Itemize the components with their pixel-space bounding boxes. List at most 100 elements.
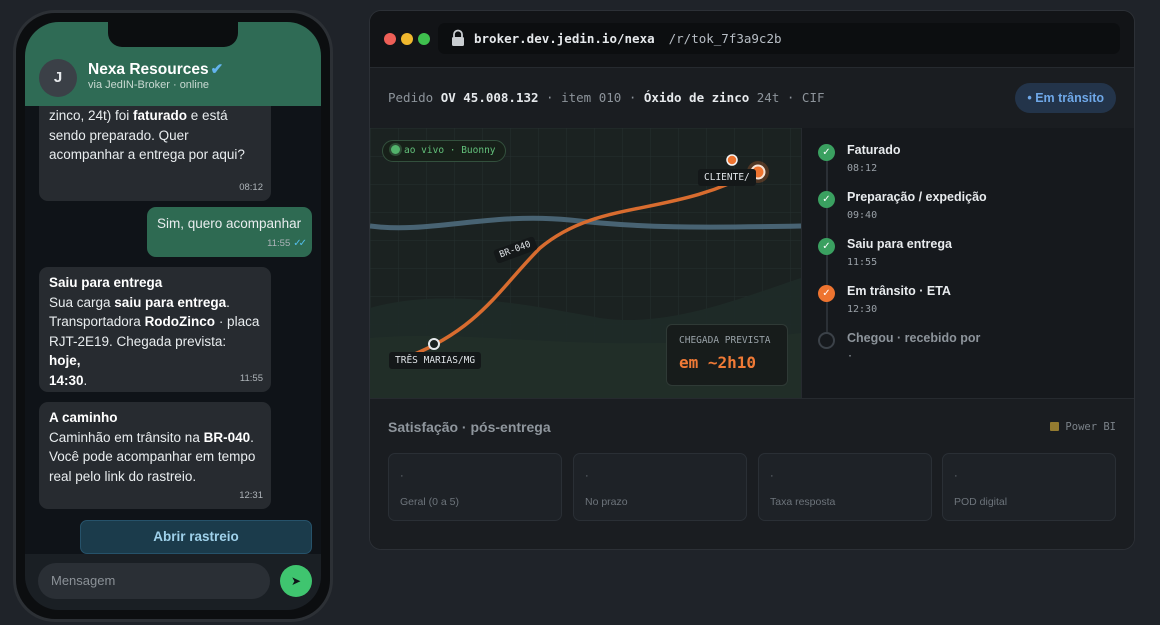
kpi-value: · xyxy=(770,470,774,482)
message-composer: Mensagem ➤ xyxy=(25,554,321,610)
kpi-value: · xyxy=(585,470,589,482)
timeline-step-delivered: Chegou · recebido por · xyxy=(818,331,1118,372)
message-text: real pelo link do rastreio. xyxy=(49,468,197,484)
message-text: Você pode acompanhar em tempo xyxy=(49,449,256,464)
timeline-time: 11:55 xyxy=(847,257,878,268)
close-window-icon[interactable] xyxy=(384,33,396,45)
timeline-time: 09:40 xyxy=(847,210,878,221)
message-bold: BR-040 xyxy=(203,429,251,445)
origin-label: TRÊS MARIAS/MG xyxy=(389,352,482,369)
order-details: 24t · CIF xyxy=(749,90,825,105)
message-time: 12:31 xyxy=(239,489,263,501)
verified-icon: ✔ xyxy=(210,61,224,78)
timeline-step-out-for-delivery: ✓ Saiu para entrega 11:55 xyxy=(818,237,1118,278)
kpi-card-response-rate[interactable]: · Taxa resposta xyxy=(758,453,932,521)
message-bold: saiu para entrega xyxy=(114,294,227,310)
message-title: Saiu para entrega xyxy=(49,275,163,290)
kpi-card-overall[interactable]: · Geral (0 a 5) xyxy=(388,453,562,521)
live-dot-icon xyxy=(391,145,400,154)
timeline-title: Saiu para entrega xyxy=(847,237,952,251)
section-title: Satisfação · pós-entrega xyxy=(388,419,551,435)
phone-frame: J Nexa Resources ✔ via JedIN-Broker · onl… xyxy=(13,10,333,622)
timeline-step-preparation: ✓ Preparação / expedição 09:40 xyxy=(818,190,1118,231)
powerbi-badge[interactable]: Power BI xyxy=(1050,421,1116,433)
kpi-label: Taxa resposta xyxy=(770,496,836,508)
pending-circle-icon xyxy=(818,332,835,349)
order-product: Óxido de zinco xyxy=(643,90,750,105)
read-ticks-icon: ✓✓ xyxy=(293,237,307,249)
status-timeline: ✓ Faturado 08:12 ✓ Preparação / expediçã… xyxy=(801,128,1134,398)
check-icon: ✓ xyxy=(818,191,835,208)
contact-name[interactable]: Nexa Resources ✔ xyxy=(88,60,223,79)
origin-marker[interactable] xyxy=(428,338,440,350)
chat-screen: J Nexa Resources ✔ via JedIN-Broker · onl… xyxy=(25,22,321,610)
minimize-window-icon[interactable] xyxy=(401,33,413,45)
message-time: 08:12 xyxy=(239,181,263,193)
check-icon: ✓ xyxy=(818,285,835,302)
url-text: broker.dev.jedin.io/nexa/r/tok_7f3a9c2b xyxy=(474,23,782,54)
kpi-value: · xyxy=(954,470,958,482)
timeline-step-invoiced: ✓ Faturado 08:12 xyxy=(818,143,1118,184)
order-number: OV 45.008.132 xyxy=(440,90,539,105)
browser-window: broker.dev.jedin.io/nexa/r/tok_7f3a9c2b … xyxy=(369,10,1135,550)
message-text: · placa xyxy=(215,314,260,329)
live-label: ao vivo · Buonny xyxy=(404,145,496,156)
eta-value: em ~2h10 xyxy=(679,353,757,372)
message-title: A caminho xyxy=(49,410,118,425)
check-icon: ✓ xyxy=(818,238,835,255)
timeline-time: · xyxy=(847,351,854,362)
message-text: . xyxy=(83,372,88,388)
eta-card: CHEGADA PREVISTA em ~2h10 xyxy=(666,324,788,386)
contact-subtitle: via JedIN-Broker · online xyxy=(88,79,210,91)
tracking-map[interactable]: ao vivo · Buonny TRÊS MARIAS/MG CLIENTE/… xyxy=(370,128,801,398)
eta-label: CHEGADA PREVISTA xyxy=(679,335,771,346)
timeline-title: Faturado xyxy=(847,143,901,157)
timeline-title: Preparação / expedição xyxy=(847,190,987,204)
kpi-label: Geral (0 a 5) xyxy=(400,496,459,508)
timeline-step-in-transit: ✓ Em trânsito · ETA 12:30 xyxy=(818,284,1118,325)
message-text: e está xyxy=(187,108,228,123)
timeline-title: Chegou · recebido por xyxy=(847,331,981,345)
maximize-window-icon[interactable] xyxy=(418,33,430,45)
timeline-title: Em trânsito · ETA xyxy=(847,284,951,298)
lock-icon xyxy=(452,29,464,46)
message-text: acompanhar a entrega por aqui? xyxy=(49,147,245,162)
message-text: zinco, 24t) foi xyxy=(49,108,134,123)
message-text: Sim, quero acompanhar xyxy=(157,216,302,231)
message-bubble-reply[interactable]: Sim, quero acompanhar 11:55 ✓✓ xyxy=(147,207,312,257)
message-bold: RodoZinco xyxy=(144,314,216,329)
message-text: Sua carga xyxy=(49,294,115,310)
address-bar[interactable]: broker.dev.jedin.io/nexa/r/tok_7f3a9c2b xyxy=(438,23,1120,54)
river-line xyxy=(370,215,801,231)
order-item: · item 010 · xyxy=(538,90,644,105)
order-prefix: Pedido xyxy=(388,90,441,105)
message-bold: faturado xyxy=(133,108,188,123)
kpi-card-on-time[interactable]: · No prazo xyxy=(573,453,747,521)
kpi-card-pod[interactable]: · POD digital xyxy=(942,453,1116,521)
message-bubble-invoiced[interactable]: zinco, 24t) foi faturado e está sendo pr… xyxy=(39,94,271,201)
powerbi-icon xyxy=(1050,422,1060,431)
kpi-value: · xyxy=(400,470,404,482)
message-text: sendo preparado. Quer xyxy=(49,127,189,143)
avatar[interactable]: J xyxy=(39,59,77,97)
message-bubble-on-the-way[interactable]: A caminho Caminhão em trânsito na BR-040… xyxy=(39,402,271,509)
message-bold: hoje, xyxy=(49,353,81,368)
timeline-time: 12:30 xyxy=(847,304,878,315)
powerbi-label: Power BI xyxy=(1065,421,1116,433)
check-icon: ✓ xyxy=(818,144,835,161)
destination-marker[interactable] xyxy=(726,154,738,166)
send-icon[interactable]: ➤ xyxy=(280,565,312,597)
timeline-time: 08:12 xyxy=(847,163,878,174)
kpi-label: No prazo xyxy=(585,496,628,508)
order-header: Pedido OV 45.008.132 · item 010 · Óxido … xyxy=(370,68,1134,129)
message-text: Caminhão em trânsito na xyxy=(49,429,204,445)
destination-label: CLIENTE/ xyxy=(698,169,756,186)
message-time-read: 11:55 ✓✓ xyxy=(267,234,307,254)
order-summary: Pedido OV 45.008.132 · item 010 · Óxido … xyxy=(388,68,825,127)
message-bubble-out-for-delivery[interactable]: Saiu para entrega Sua carga saiu para en… xyxy=(39,267,271,392)
satisfaction-section: Satisfação · pós-entrega Power BI · Gera… xyxy=(370,398,1134,549)
message-input[interactable]: Mensagem xyxy=(38,563,270,599)
message-bold: 14:30 xyxy=(49,372,84,388)
open-tracking-button[interactable]: Abrir rastreio xyxy=(80,520,312,554)
message-text: . xyxy=(250,429,254,445)
